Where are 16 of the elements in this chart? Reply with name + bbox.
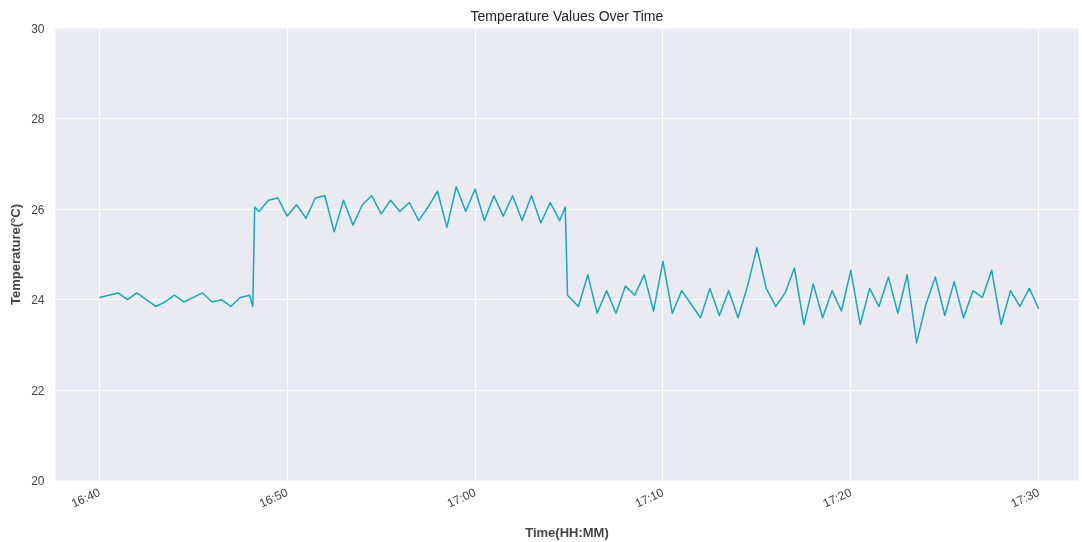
x-tick-label: 17:00 [444,485,479,511]
y-tick-label: 26 [31,202,45,217]
x-tick-label: 17:20 [820,485,855,511]
y-tick-label: 22 [31,383,45,398]
y-tick-label: 20 [31,474,45,488]
x-tick-label: 17:10 [632,485,667,511]
x-tick-label: 16:40 [69,485,103,511]
x-axis-title: Time(HH:MM) [525,524,609,540]
y-tick-label: 24 [31,293,45,308]
chart-title: Temperature Values Over Time [470,7,664,24]
y-tick-label: 28 [31,112,45,127]
y-tick-label: 30 [31,22,45,36]
x-tick-label: 17:30 [1008,485,1042,511]
y-axis-title: Temperature(°C) [8,203,24,306]
x-tick-label: 16:50 [256,485,291,511]
line-series [98,185,1040,344]
